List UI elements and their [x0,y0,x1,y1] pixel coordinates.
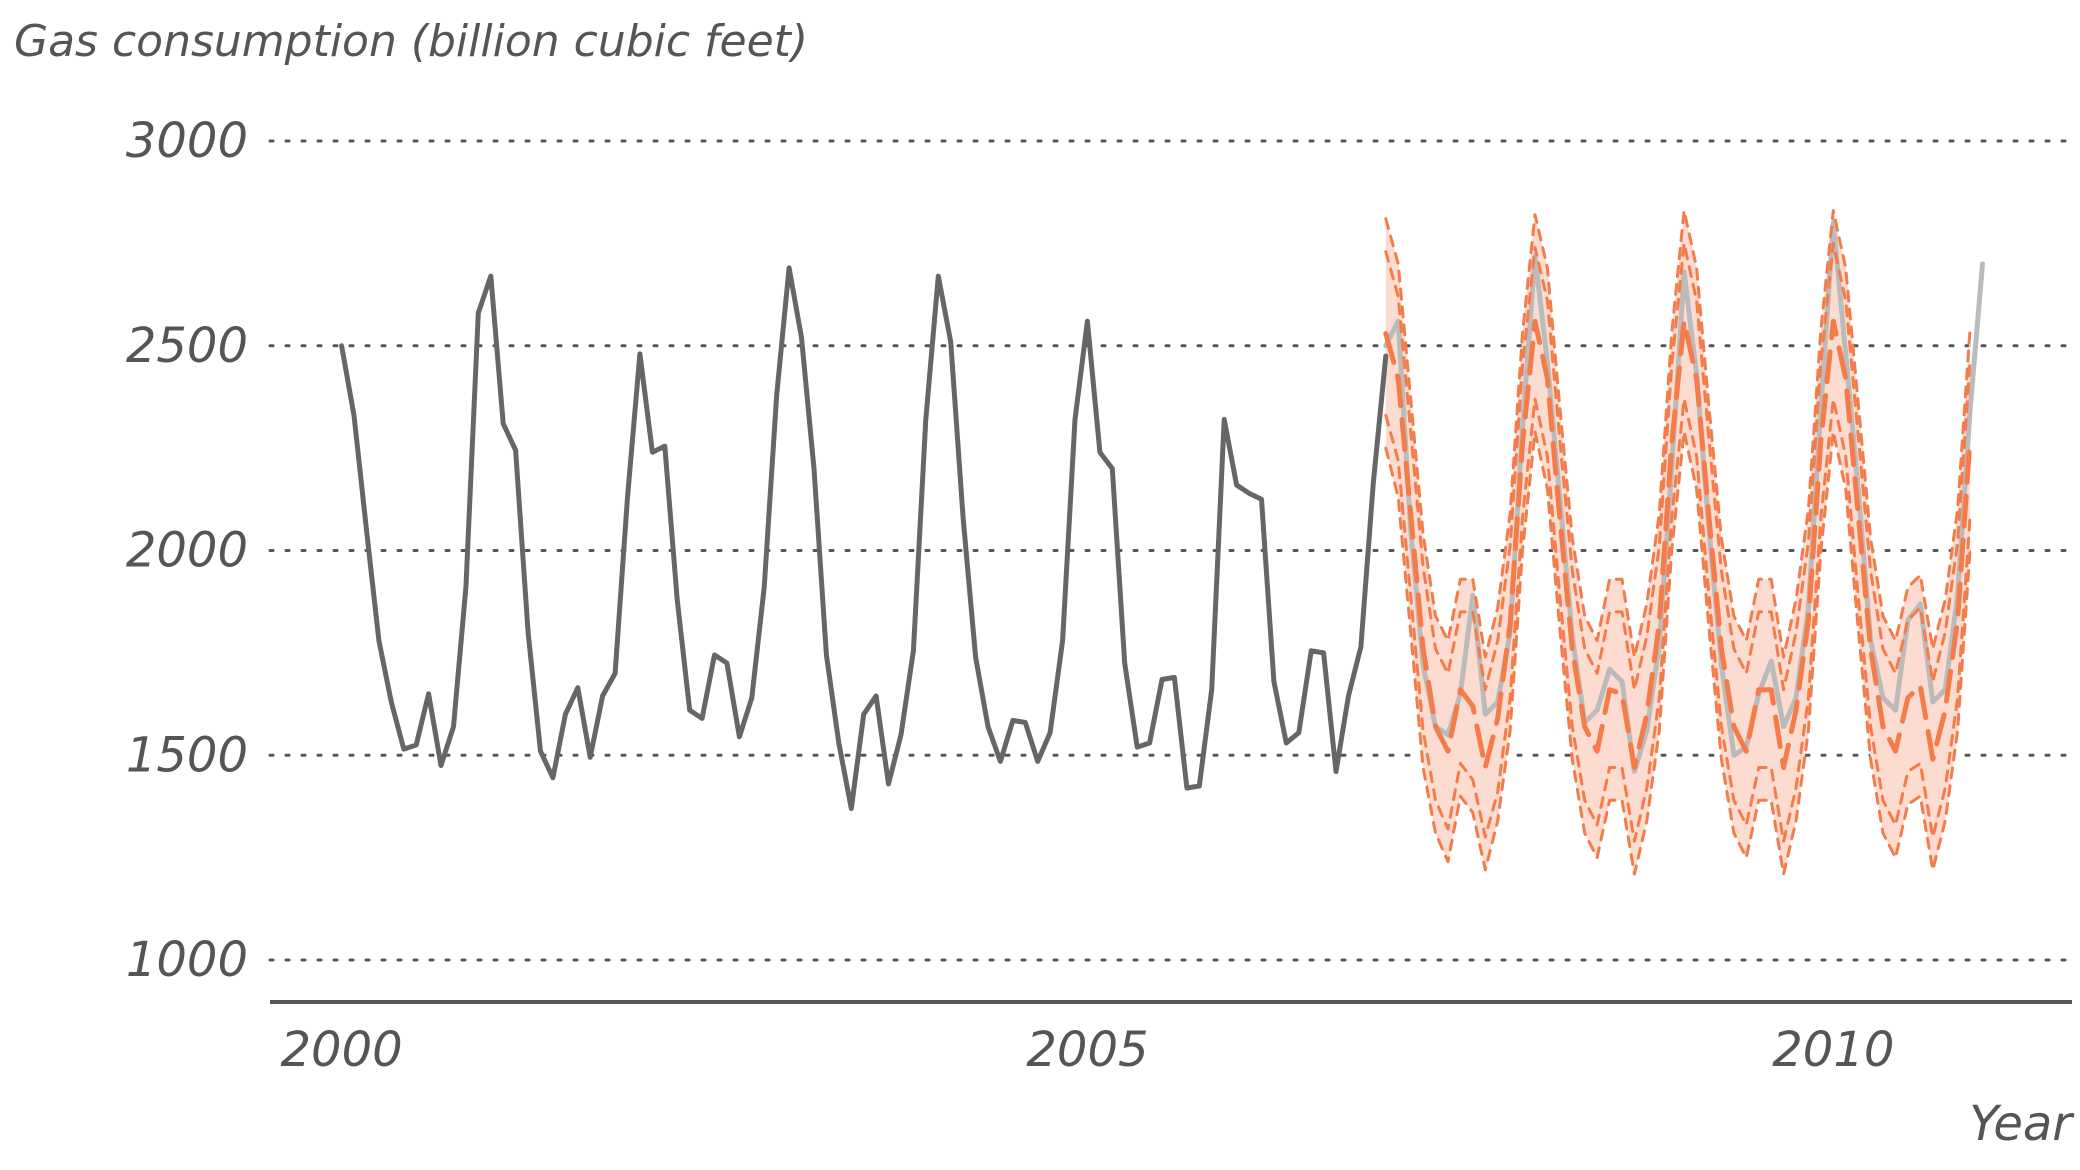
x-tick-2010: 2010 [1772,1022,1894,1078]
y-tick-labels: 1000 1500 2000 2500 3000 [126,113,248,988]
upper-95-line [1384,209,1972,659]
forecast-line [1383,318,1973,770]
y-tick-1000: 1000 [126,932,248,988]
x-tick-2005: 2005 [1026,1022,1148,1078]
y-tick-2500: 2500 [126,318,248,374]
lower-80-line [1384,397,1972,843]
history-line [339,265,1389,811]
series-lines [339,209,1985,876]
x-tick-2000: 2000 [281,1022,403,1078]
y-tick-2000: 2000 [126,523,248,579]
actual-line [1383,220,1985,775]
x-tick-labels: 2000 2005 2010 [281,1022,1895,1078]
upper-80-line [1384,241,1972,692]
y-axis-label: Gas consumption (billion cubic feet) [14,16,808,67]
lower-95-line [1384,430,1972,876]
y-tick-1500: 1500 [126,727,248,783]
x-axis-label: Year [1969,1096,2075,1152]
y-tick-3000: 3000 [126,113,248,169]
